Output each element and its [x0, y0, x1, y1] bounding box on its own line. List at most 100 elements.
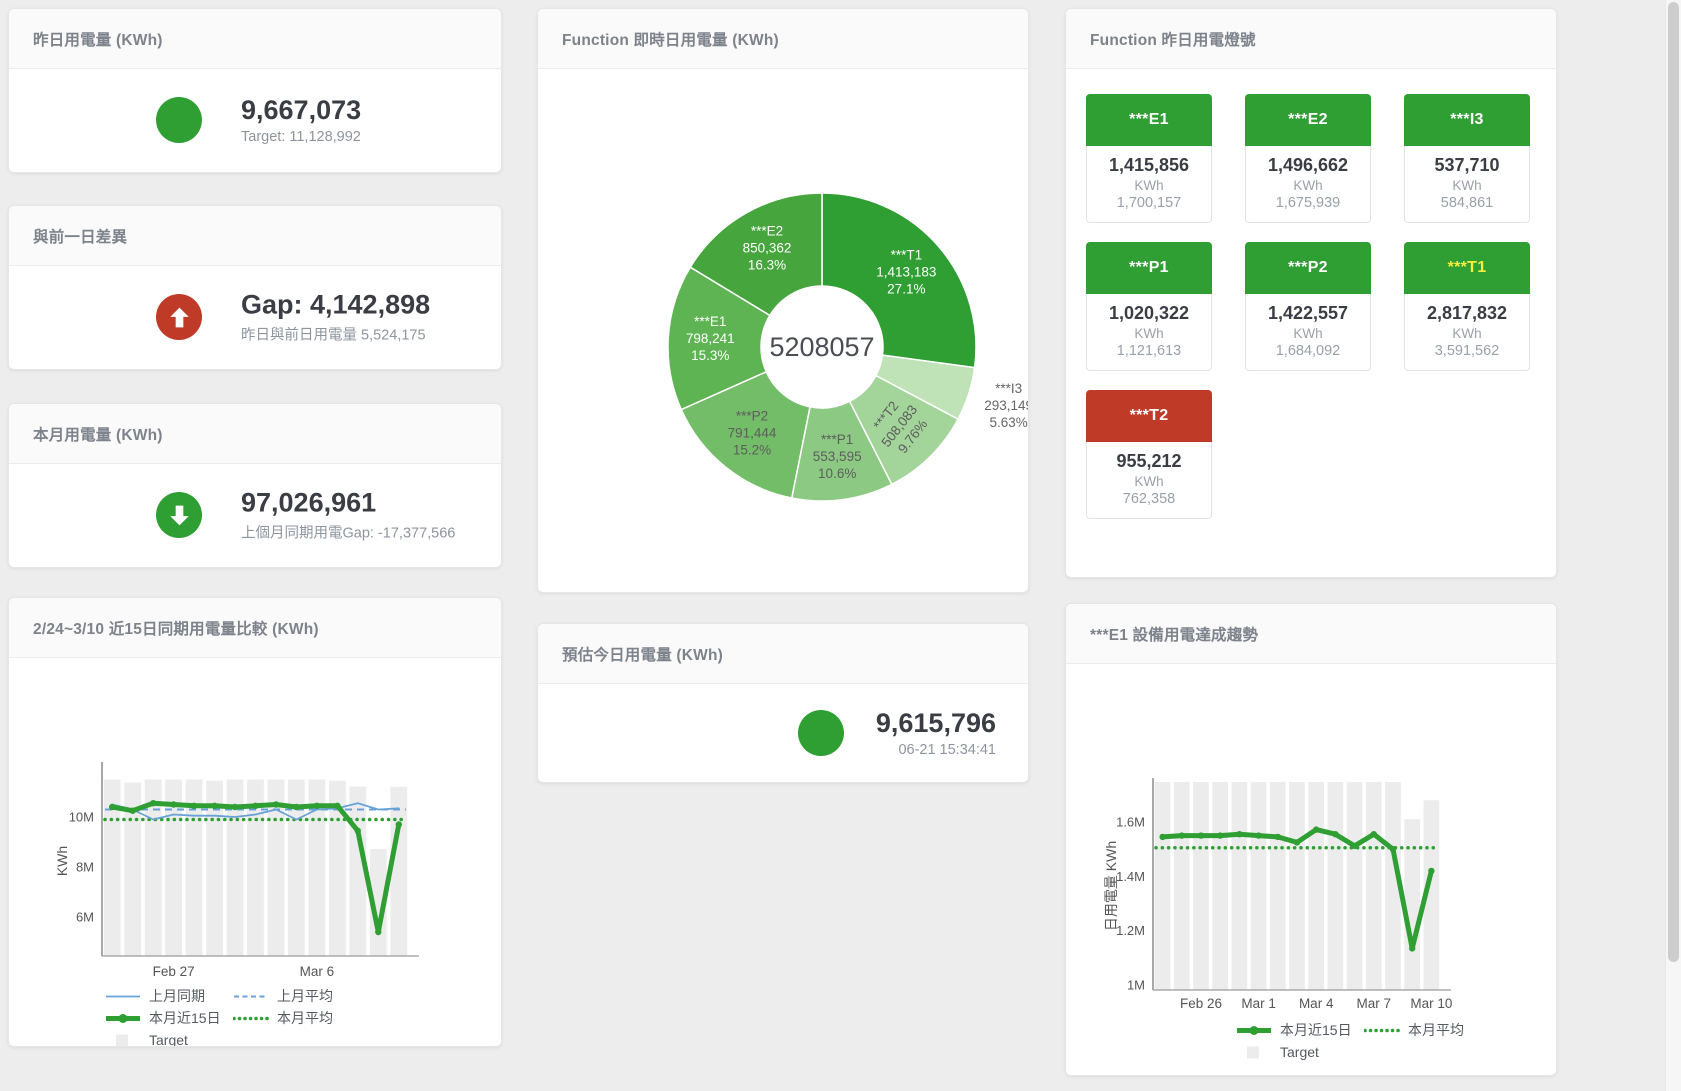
y-axis-tick: 10M	[69, 810, 94, 825]
device-tile-E1: ***E1 1,415,856 KWh 1,700,157	[1086, 94, 1212, 223]
target-bar	[1404, 819, 1420, 990]
device-tile-P2: ***P2 1,422,557 KWh 1,684,092	[1245, 242, 1371, 371]
panel-header: 昨日用電量 (KWh)	[9, 9, 501, 69]
device-tile-I3: ***I3 537,710 KWh 584,861	[1404, 94, 1530, 223]
legend-swatch-icon	[233, 1016, 269, 1020]
y-axis-tick: 1.6M	[1116, 814, 1145, 829]
target-bar	[226, 779, 244, 956]
tile-value: 1,496,662	[1267, 155, 1349, 175]
tile-status-header: ***T1	[1404, 242, 1530, 294]
series-point	[190, 802, 198, 809]
status-circle-up-icon	[156, 294, 202, 340]
arrow-down-icon	[169, 505, 189, 525]
series-point	[170, 801, 177, 808]
device-tile-T1: ***T1 2,817,832 KWh 3,591,562	[1404, 242, 1530, 371]
tile-value: 1,422,557	[1267, 303, 1349, 323]
scrollbar-thumb[interactable]	[1668, 2, 1679, 963]
target-bar	[267, 779, 285, 956]
kpi-subtitle: 06-21 15:34:41	[898, 741, 996, 758]
donut-slice-E2[interactable]	[689, 192, 823, 317]
kpi-body: 9,615,796 06-21 15:34:41	[538, 684, 1028, 781]
series-point	[211, 802, 218, 809]
series-point	[272, 801, 280, 808]
donut-slice-E1[interactable]	[667, 266, 771, 411]
legend-swatch-icon	[106, 1013, 140, 1023]
kpi-value: 9,615,796	[875, 707, 996, 738]
panel-yesterday-usage: 昨日用電量 (KWh) 9,667,073 Target: 11,128,992	[8, 8, 502, 173]
target-bar	[329, 780, 346, 957]
panel-title: 與前一日差異	[33, 228, 128, 246]
panel-title: 昨日用電量 (KWh)	[33, 31, 163, 49]
series-point	[1313, 826, 1320, 833]
tile-status-header: ***E1	[1086, 94, 1212, 146]
tile-body: 2,817,832 KWh 3,591,562	[1404, 294, 1530, 371]
legend-swatch-icon	[116, 1034, 128, 1046]
legend-label: 上月平均	[277, 988, 333, 1004]
tile-unit: KWh	[1134, 474, 1164, 489]
tile-value: 1,415,856	[1108, 155, 1190, 175]
tile-unit: KWh	[1293, 326, 1323, 341]
legend-item-本月近15日[interactable]: 本月近15日	[105, 1008, 233, 1028]
series-point	[395, 821, 402, 828]
legend-item-Target[interactable]: Target	[105, 1032, 233, 1046]
series-point	[334, 802, 341, 809]
series-point	[375, 928, 382, 936]
panel-estimated-today-usage: 預估今日用電量 (KWh) 9,615,796 06-21 15:34:41	[537, 623, 1029, 783]
panel-header: Function 即時日用電量 (KWh)	[538, 9, 1028, 69]
tile-body: 1,020,322 KWh 1,121,613	[1086, 294, 1212, 371]
tile-target-value: 1,684,092	[1275, 343, 1341, 359]
target-bar	[1327, 782, 1344, 990]
kpi-subtitle: Target: 11,128,992	[241, 129, 361, 145]
target-bar	[1289, 782, 1305, 990]
series-point	[313, 802, 321, 809]
tile-body: 1,422,557 KWh 1,684,092	[1245, 294, 1371, 371]
e1-trend-line-chart: 1M 1.2M 1.4M 1.6M Feb 26 Mar 1 Mar 4 Mar 7 Mar 1…	[1103, 778, 1452, 1011]
target-bar	[308, 779, 326, 956]
donut-chart: ***T1 1,413,183 27.1%***I3 293,149 5.63%***T…	[667, 192, 1029, 502]
panel-header: 2/24~3/10 近15日同期用電量比較 (KWh)	[9, 598, 501, 658]
kpi-subtitle: 昨日與前日用電量 5,524,175	[241, 327, 426, 344]
panel-header: 預估今日用電量 (KWh)	[538, 624, 1028, 684]
chart-body: ***T1 1,413,183 27.1% ***I3 293,149 5.63% ***T…	[538, 69, 1029, 592]
tile-body: 955,212 KWh 762,358	[1086, 442, 1212, 519]
donut-slice-label: ***E1 798,241 15.3%	[686, 314, 735, 363]
panel-header: 與前一日差異	[9, 206, 501, 266]
legend-item-上月平均[interactable]: 上月平均	[233, 986, 333, 1006]
y-axis-tick: 1M	[1127, 978, 1145, 993]
series-line-上月同期	[111, 802, 400, 821]
arrow-up-icon	[169, 307, 189, 327]
panel-header: 本月用電量 (KWh)	[9, 404, 501, 464]
legend-item-本月近15日[interactable]: 本月近15日	[1236, 1020, 1364, 1040]
target-bar	[1193, 782, 1209, 990]
kpi-text: 97,026,961 上個月同期用電Gap: -17,377,566	[241, 488, 455, 543]
donut-slice-T1[interactable]	[821, 192, 977, 369]
donut-slice-label: ***I3 293,149 5.63%	[984, 381, 1029, 430]
target-bar	[369, 849, 387, 956]
kpi-text: 9,667,073 Target: 11,128,992	[241, 95, 361, 145]
tile-status-header: ***P1	[1086, 242, 1212, 294]
legend-item-上月同期[interactable]: 上月同期	[105, 986, 233, 1006]
target-bar	[185, 779, 203, 956]
series-point	[354, 827, 361, 834]
series-point	[293, 803, 300, 811]
tile-target-value: 3,591,562	[1434, 343, 1500, 359]
device-tiles-grid: ***E1 1,415,856 KWh 1,700,157 ***E2 1,496,662…	[1066, 69, 1556, 519]
donut-slice-P2[interactable]	[680, 370, 811, 499]
target-bar	[390, 787, 408, 956]
legend-item-本月平均[interactable]: 本月平均	[1364, 1020, 1464, 1040]
legend-label: 本月平均	[1408, 1022, 1464, 1038]
legend-item-本月平均[interactable]: 本月平均	[233, 1008, 333, 1028]
legend-item-Target[interactable]: Target	[1236, 1044, 1364, 1060]
x-axis-tick: Feb 26	[1180, 996, 1222, 1011]
legend-swatch-icon	[1364, 1028, 1400, 1032]
tile-value: 537,710	[1434, 155, 1500, 175]
series-point	[1217, 832, 1224, 839]
tile-target-value: 584,861	[1440, 195, 1494, 211]
panel-e1-trend-chart: ***E1 設備用電達成趨勢 1M 1.2M 1.4M 1.6M Feb 26 Mar 1…	[1065, 603, 1557, 1076]
panel-title: 預估今日用電量 (KWh)	[562, 646, 724, 664]
series-point	[1370, 831, 1377, 838]
series-point	[1409, 945, 1416, 952]
tile-status-header: ***P2	[1245, 242, 1371, 294]
vertical-scrollbar[interactable]	[1665, 0, 1681, 1091]
legend-label: Target	[1280, 1044, 1319, 1060]
